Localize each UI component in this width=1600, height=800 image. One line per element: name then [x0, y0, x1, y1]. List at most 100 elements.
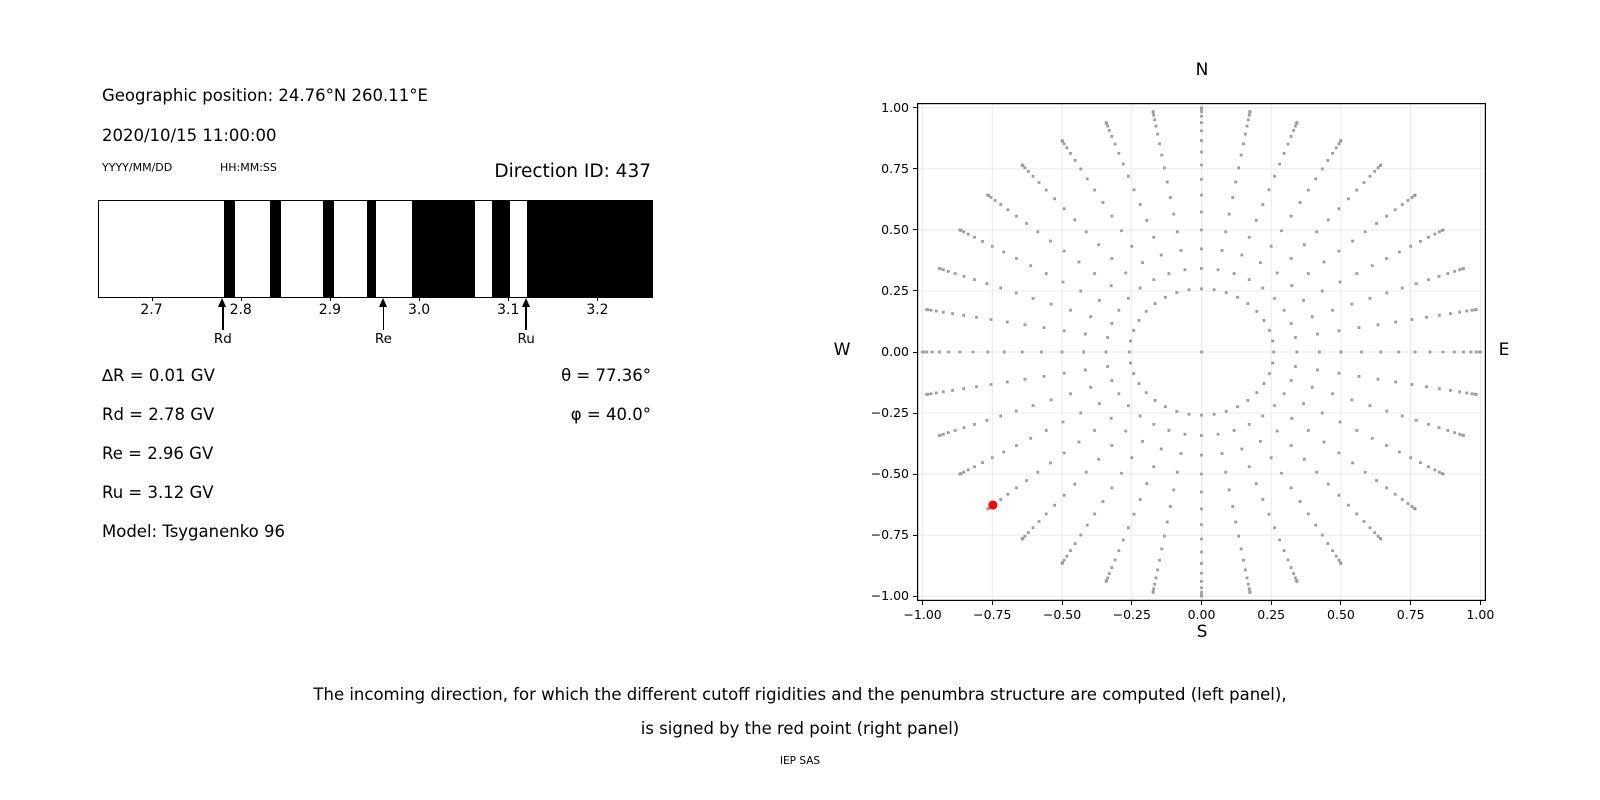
direction-dot — [1107, 572, 1111, 575]
direction-dot — [1331, 308, 1334, 312]
direction-dot — [1167, 272, 1171, 275]
direction-dot — [1154, 576, 1158, 580]
direction-dot — [1294, 336, 1297, 339]
direction-dot — [1373, 531, 1377, 535]
direction-dot — [1029, 436, 1033, 440]
penumbra-tick-label: 3.0 — [407, 302, 431, 318]
direction-dot — [1425, 385, 1428, 389]
direction-dot — [1044, 188, 1048, 192]
direction-dot — [1289, 444, 1293, 447]
direction-dot — [1124, 429, 1128, 433]
x-tick-mark — [1201, 601, 1202, 605]
direction-dot — [1224, 470, 1228, 474]
direction-dot — [1437, 274, 1441, 278]
direction-dot — [1153, 582, 1157, 586]
direction-dot — [1453, 431, 1457, 435]
direction-dot — [946, 431, 950, 435]
direction-dot — [1200, 571, 1203, 575]
direction-dot — [1413, 193, 1417, 197]
y-tick-mark — [913, 168, 917, 170]
direction-dot — [1337, 249, 1341, 253]
re-value: Re = 2.96 GV — [102, 444, 214, 463]
direction-dot — [1175, 230, 1179, 234]
up-arrow-stem — [222, 306, 224, 330]
direction-dot — [1227, 212, 1231, 216]
direction-dot — [1200, 350, 1203, 354]
direction-dot — [1232, 272, 1236, 275]
direction-dot — [1409, 456, 1413, 460]
rd-value: Rd = 2.78 GV — [102, 405, 215, 424]
direction-dot — [1247, 278, 1251, 282]
direction-dot — [1152, 587, 1156, 591]
direction-dot — [1282, 549, 1286, 553]
y-tick-label: 0.50 — [881, 221, 909, 237]
direction-dot — [999, 203, 1003, 206]
direction-dot — [1141, 439, 1144, 443]
direction-dot — [1410, 196, 1414, 199]
direction-dot — [1200, 114, 1203, 118]
direction-dot — [1151, 591, 1155, 594]
direction-dot — [1060, 139, 1064, 142]
direction-dot — [1015, 444, 1018, 447]
direction-dot — [1441, 472, 1445, 476]
direction-dot — [973, 278, 976, 282]
penumbra-marker-label: Re — [374, 331, 392, 347]
direction-dot — [1212, 288, 1216, 292]
direction-dot — [1031, 526, 1035, 530]
direction-dot — [1350, 302, 1354, 306]
direction-dot — [1458, 432, 1462, 436]
direction-dot — [1224, 230, 1228, 234]
direction-dot — [1397, 350, 1401, 354]
direction-dot — [1110, 257, 1114, 260]
direction-dot — [1355, 272, 1359, 275]
direction-dot — [1079, 167, 1083, 171]
direction-dot — [1200, 129, 1203, 133]
direction-dot — [1023, 377, 1027, 381]
direction-dot — [1220, 249, 1224, 252]
direction-dot — [1200, 591, 1203, 594]
direction-dot — [1062, 207, 1066, 211]
direction-dot — [1286, 142, 1290, 146]
direction-dot — [1370, 436, 1374, 440]
direction-dot — [1175, 470, 1179, 474]
direction-dot — [1289, 322, 1293, 325]
direction-dot — [1326, 542, 1330, 545]
penumbra-tick-mark — [508, 297, 510, 301]
direction-dot — [1156, 132, 1159, 136]
direction-dot — [1062, 371, 1066, 375]
direction-dot — [1410, 383, 1414, 386]
direction-dot — [973, 465, 976, 469]
direction-dot — [1255, 391, 1259, 395]
direction-dot — [1317, 350, 1321, 354]
direction-dot — [1107, 129, 1111, 132]
direction-dot — [1379, 163, 1383, 167]
direction-dot — [1224, 291, 1228, 295]
direction-dot — [1187, 412, 1191, 416]
direction-dot — [1060, 562, 1064, 565]
direction-dot — [1097, 243, 1101, 247]
direction-dot — [1158, 142, 1161, 146]
direction-dot — [1106, 365, 1109, 368]
direction-dot — [1006, 492, 1010, 496]
direction-dot — [986, 350, 990, 354]
direction-dot — [1425, 315, 1428, 319]
direction-dot — [1292, 572, 1296, 575]
direction-dot — [1357, 326, 1361, 330]
penumbra-tick-mark — [419, 297, 421, 301]
direction-dot — [1062, 558, 1066, 562]
direction-dot — [1379, 350, 1383, 354]
direction-dot — [1216, 268, 1220, 272]
direction-dot — [925, 392, 929, 396]
direction-dot — [1278, 538, 1282, 542]
y-tick-mark — [913, 473, 917, 475]
direction-dot — [1101, 500, 1105, 503]
direction-dot — [1406, 199, 1410, 202]
direction-dot — [1452, 350, 1456, 354]
direction-dot — [1152, 113, 1156, 117]
direction-dot — [1101, 201, 1105, 204]
direction-dot — [962, 313, 966, 317]
direction-dot — [1375, 479, 1378, 482]
direction-dot — [938, 350, 941, 354]
direction-dot — [1278, 162, 1282, 166]
direction-dot — [1248, 591, 1252, 594]
